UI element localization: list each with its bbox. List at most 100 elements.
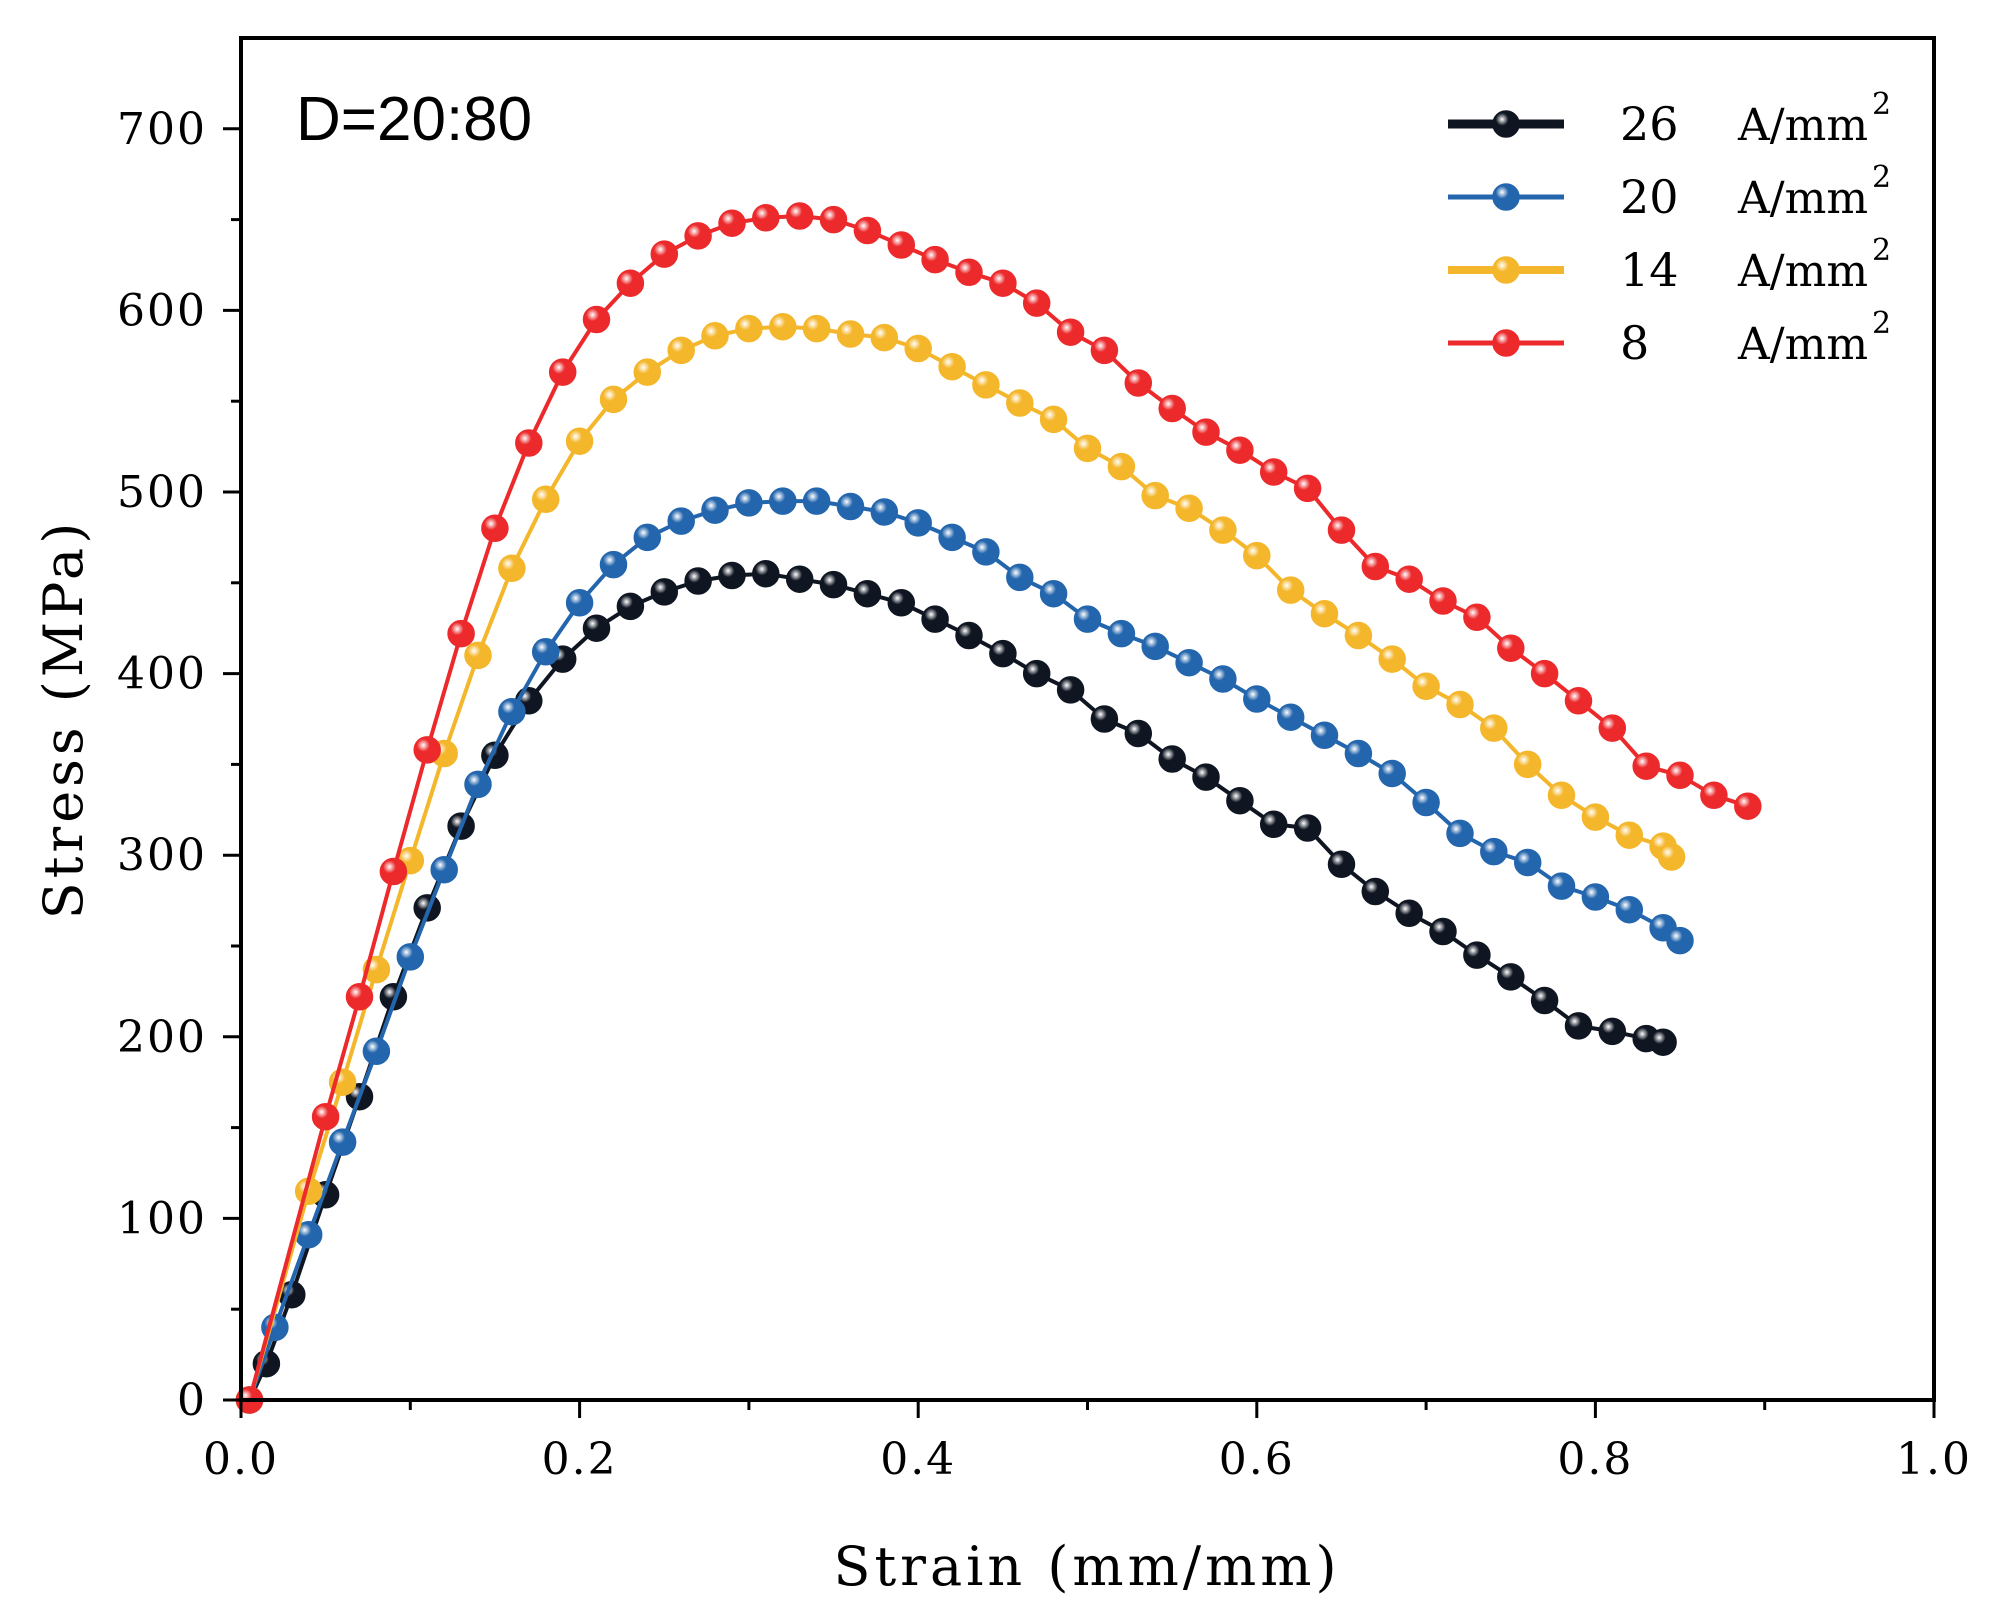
data-point bbox=[1141, 481, 1169, 510]
data-point bbox=[396, 943, 425, 971]
data-point bbox=[345, 983, 374, 1011]
data-point bbox=[1327, 516, 1356, 544]
data-point bbox=[1259, 810, 1288, 839]
data-point bbox=[616, 269, 645, 297]
data-point bbox=[684, 222, 712, 250]
data-point bbox=[1615, 821, 1644, 849]
data-point bbox=[430, 855, 458, 884]
data-point bbox=[785, 565, 814, 593]
data-point bbox=[1530, 659, 1559, 688]
data-point bbox=[1547, 781, 1576, 810]
data-point bbox=[1090, 705, 1119, 733]
data-point bbox=[1327, 850, 1356, 879]
data-point bbox=[1480, 714, 1508, 742]
data-point bbox=[1022, 289, 1051, 317]
data-point bbox=[819, 205, 848, 234]
data-point bbox=[870, 323, 899, 352]
data-point bbox=[1090, 336, 1119, 365]
data-point bbox=[1022, 659, 1051, 688]
legend-item-8: 8 A/mm 2 bbox=[1448, 306, 1891, 370]
data-point bbox=[1564, 1012, 1593, 1040]
data-point bbox=[718, 561, 746, 590]
y-axis-title: Stress (MPa) bbox=[32, 519, 95, 920]
data-point bbox=[1666, 761, 1694, 790]
data-point bbox=[1657, 843, 1686, 871]
data-point bbox=[853, 216, 882, 245]
data-point bbox=[1276, 576, 1305, 604]
data-point bbox=[1158, 394, 1186, 423]
legend-value: 20 bbox=[1620, 170, 1679, 224]
legend-value: 14 bbox=[1620, 243, 1679, 297]
data-point bbox=[1480, 837, 1508, 866]
data-point bbox=[531, 485, 560, 514]
data-point bbox=[1513, 848, 1542, 877]
data-point bbox=[447, 619, 475, 648]
data-point bbox=[1243, 541, 1271, 570]
data-point bbox=[1192, 418, 1220, 446]
data-point bbox=[1463, 941, 1491, 969]
data-point bbox=[769, 312, 797, 341]
data-point bbox=[650, 240, 679, 268]
legend-superscript: 2 bbox=[1872, 306, 1891, 341]
legend-unit: A/mm bbox=[1737, 319, 1868, 370]
data-point bbox=[785, 202, 814, 230]
y-tick-label: 400 bbox=[117, 649, 207, 700]
data-point bbox=[1700, 781, 1728, 810]
data-point bbox=[1243, 685, 1271, 713]
data-point bbox=[1293, 814, 1322, 842]
data-point bbox=[802, 487, 831, 515]
data-point bbox=[1073, 605, 1102, 633]
data-point bbox=[1412, 788, 1440, 817]
data-point bbox=[481, 514, 509, 543]
data-point bbox=[667, 507, 695, 535]
legend-marker bbox=[1492, 110, 1520, 138]
series-line bbox=[247, 324, 1674, 1401]
data-point bbox=[819, 570, 848, 599]
data-point bbox=[464, 770, 492, 799]
data-point bbox=[582, 614, 611, 642]
data-point bbox=[1006, 563, 1034, 592]
data-point bbox=[1226, 436, 1254, 464]
data-point bbox=[1361, 552, 1390, 581]
data-point bbox=[938, 523, 966, 552]
data-point bbox=[1412, 672, 1440, 701]
data-point bbox=[633, 358, 662, 386]
y-tick-label: 500 bbox=[117, 467, 207, 518]
data-point bbox=[1378, 645, 1406, 673]
data-point bbox=[633, 523, 662, 552]
series-layer bbox=[235, 202, 1762, 1414]
data-point bbox=[989, 639, 1017, 668]
data-point bbox=[515, 429, 543, 457]
data-point bbox=[1666, 926, 1694, 955]
legend-value: 8 bbox=[1620, 316, 1649, 370]
data-point bbox=[684, 567, 712, 595]
series-26 bbox=[235, 559, 1677, 1414]
data-point bbox=[1006, 389, 1034, 417]
data-point bbox=[1513, 750, 1542, 779]
legend-superscript: 2 bbox=[1872, 160, 1891, 195]
data-point bbox=[1192, 763, 1220, 791]
data-point bbox=[1310, 721, 1339, 750]
data-point bbox=[1395, 565, 1423, 593]
data-point bbox=[1734, 792, 1762, 820]
data-point bbox=[1649, 1028, 1677, 1056]
legend-unit: A/mm bbox=[1737, 100, 1868, 151]
data-point bbox=[1463, 603, 1491, 632]
x-tick-label: 0.8 bbox=[1557, 1434, 1633, 1485]
data-point bbox=[1039, 579, 1068, 608]
data-point bbox=[1293, 474, 1322, 503]
data-point bbox=[1598, 714, 1627, 742]
series-8 bbox=[235, 202, 1762, 1414]
data-point bbox=[379, 857, 408, 886]
data-point bbox=[1259, 458, 1288, 486]
data-point bbox=[1378, 759, 1406, 788]
data-point bbox=[1276, 703, 1305, 731]
data-point bbox=[904, 509, 932, 537]
y-tick-label: 200 bbox=[117, 1012, 207, 1063]
data-point bbox=[989, 269, 1017, 297]
data-point bbox=[362, 1037, 391, 1066]
legend-unit: A/mm bbox=[1737, 246, 1868, 297]
y-tick-label: 600 bbox=[117, 285, 207, 336]
legend-superscript: 2 bbox=[1872, 233, 1891, 268]
